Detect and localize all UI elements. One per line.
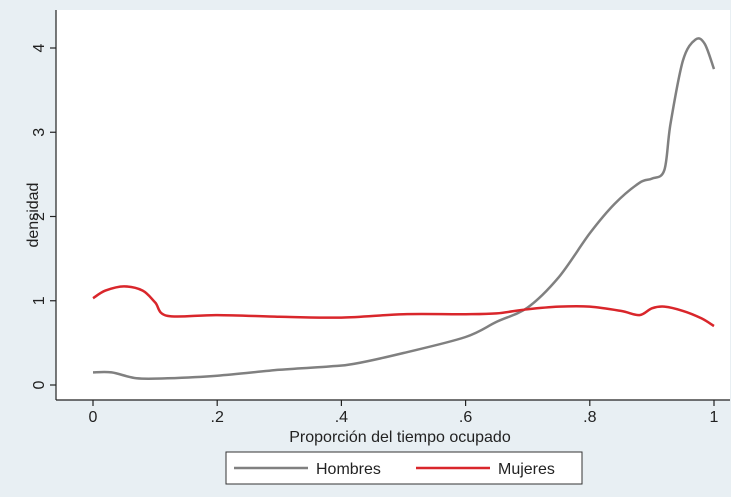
- legend-box: [225, 451, 583, 485]
- x-axis-label: Proporción del tiempo ocupado: [289, 429, 511, 446]
- y-axis-label: densidad: [25, 183, 42, 248]
- y-tick-label: 4: [31, 43, 48, 52]
- y-tick-label: 3: [31, 128, 48, 137]
- x-axis-ticks: 0 .2 .4 .6 .8 1: [89, 400, 719, 426]
- y-tick-label: 2: [31, 212, 48, 221]
- y-axis-ticks: 0 1 2 3 4: [31, 43, 56, 389]
- x-tick-label: 1: [710, 409, 719, 426]
- x-tick-label: .2: [211, 409, 224, 426]
- series-layer: [92, 37, 716, 381]
- series-line-hombres: [92, 37, 716, 381]
- x-tick-label: .8: [583, 409, 596, 426]
- series-line-mujeres: [92, 285, 715, 328]
- x-tick-label: .4: [335, 409, 348, 426]
- y-tick-label: 0: [31, 380, 48, 389]
- legend: Hombres Mujeres: [225, 451, 583, 485]
- x-tick-label: 0: [89, 409, 98, 426]
- legend-label-mujeres: Mujeres: [498, 461, 555, 478]
- legend-label-hombres: Hombres: [316, 461, 381, 478]
- x-tick-label: .6: [459, 409, 472, 426]
- y-tick-label: 1: [31, 296, 48, 305]
- plot-area-background: [56, 10, 730, 400]
